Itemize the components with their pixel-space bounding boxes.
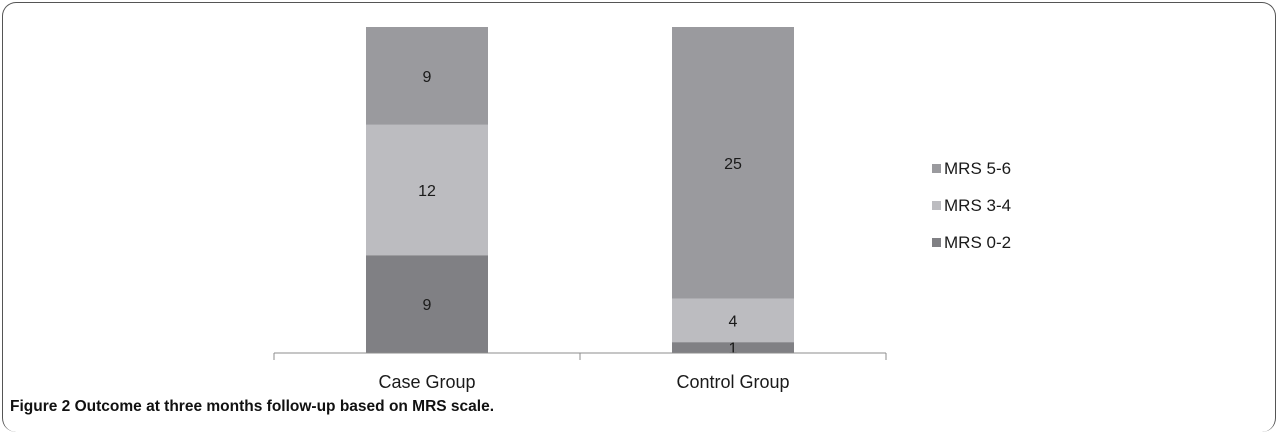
bars-group [366, 27, 794, 353]
legend: MRS 5-6 MRS 3-4 MRS 0-2 [932, 159, 1011, 252]
bar-case-group-mrs-5-6 [366, 27, 488, 125]
figure-caption: Figure 2 Outcome at three months follow-… [10, 398, 494, 416]
category-labels-group: Case Group Control Group [378, 372, 789, 392]
legend-label-mrs-3-4: MRS 3-4 [944, 196, 1011, 215]
figure-number: Figure 2 [10, 398, 71, 415]
segment-labels-group: 9 12 9 1 4 25 [418, 69, 742, 358]
figure-caption-text: Outcome at three months follow-up based … [74, 398, 495, 415]
bar-case-group-mrs-3-4 [366, 124, 488, 256]
category-label-case-group: Case Group [378, 372, 475, 392]
legend-swatch-mrs-5-6 [932, 164, 941, 173]
bar-case-group-mrs-0-2 [366, 255, 488, 353]
bar-control-group-mrs-5-6 [672, 27, 794, 299]
data-label-case-group-mrs-3-4: 12 [418, 183, 436, 200]
bar-control-group-mrs-3-4 [672, 298, 794, 343]
category-label-control-group: Control Group [676, 372, 789, 392]
data-label-case-group-mrs-0-2: 9 [423, 297, 432, 314]
data-label-control-group-mrs-0-2: 1 [729, 341, 738, 358]
legend-label-mrs-5-6: MRS 5-6 [944, 159, 1011, 178]
stacked-bar-chart: 9 12 9 1 4 25 Case Group Control Group MRS 5-6… [273, 27, 1011, 392]
data-label-control-group-mrs-5-6: 25 [724, 156, 742, 173]
bar-control-group-mrs-0-2 [672, 342, 794, 353]
legend-swatch-mrs-0-2 [932, 238, 941, 247]
data-label-case-group-mrs-5-6: 9 [423, 69, 432, 86]
legend-label-mrs-0-2: MRS 0-2 [944, 233, 1011, 252]
data-label-control-group-mrs-3-4: 4 [729, 313, 738, 330]
legend-swatch-mrs-3-4 [932, 201, 941, 210]
